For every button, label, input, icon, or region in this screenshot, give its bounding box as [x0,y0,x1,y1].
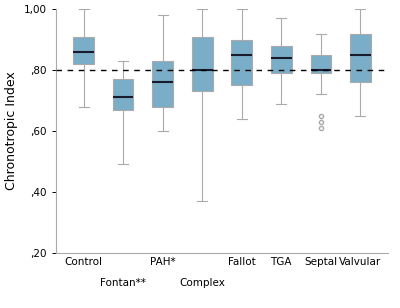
PathPatch shape [192,37,212,91]
PathPatch shape [232,40,252,85]
PathPatch shape [350,34,371,82]
Text: Fontan**: Fontan** [100,278,146,288]
PathPatch shape [73,37,94,64]
PathPatch shape [152,61,173,107]
Text: Complex: Complex [179,278,225,288]
PathPatch shape [310,55,331,73]
Y-axis label: Chronotropic Index: Chronotropic Index [6,71,18,190]
PathPatch shape [113,79,134,110]
PathPatch shape [271,46,292,73]
